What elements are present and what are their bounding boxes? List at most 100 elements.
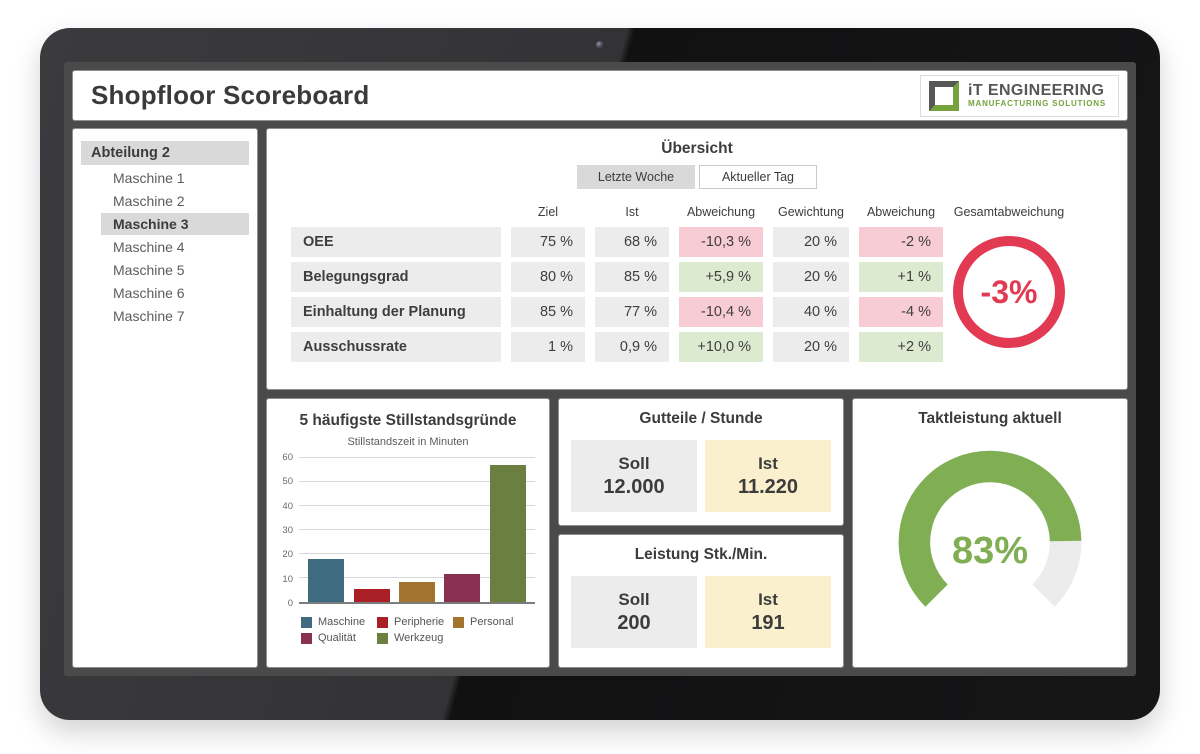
taktleistung-panel: Taktleistung aktuell 83% [852, 398, 1128, 668]
leistung-soll-value: 200 [617, 611, 651, 634]
column-header-abweichung-gewichtet: Abweichung [866, 205, 936, 219]
legend-swatch-icon [377, 632, 388, 644]
camera-icon [596, 41, 604, 49]
sidebar-item-abteilung-2[interactable]: Abteilung 2 [81, 141, 249, 165]
cell-planung-gewichtung: 40 % [773, 297, 849, 327]
overview-panel: Übersicht Letzte Woche Aktueller Tag Zie… [266, 128, 1128, 390]
cell-ausschussrate-gewichtung: 20 % [773, 332, 849, 362]
gutteile-soll-box: Soll 12.000 [571, 440, 697, 512]
column-header-abweichung: Abweichung [686, 205, 756, 219]
gridline [299, 505, 535, 506]
downtime-chart-subtitle: Stillstandszeit in Minuten [347, 436, 469, 448]
cell-planung-abweichung: -10,4 % [679, 297, 763, 327]
cell-belegungsgrad-ist: 85 % [595, 262, 669, 292]
leistung-ist-value: 191 [751, 611, 785, 634]
tab-aktueller-tag[interactable]: Aktueller Tag [699, 165, 817, 189]
kpi-table: Ziel Ist Abweichung Gewichtung Abweichun… [291, 205, 1127, 362]
gridline [299, 481, 535, 482]
tab-letzte-woche[interactable]: Letzte Woche [577, 165, 695, 189]
y-tick-label: 30 [282, 525, 293, 536]
gesamtabweichung-block: Gesamtabweichung -3% [909, 205, 1109, 348]
gutteile-ist-label: Ist [758, 453, 778, 473]
leistung-soll-label: Soll [618, 589, 650, 609]
it-engineering-logo: iT ENGINEERING MANUFACTURING SOLUTIONS [920, 74, 1119, 117]
leistung-soll-box: Soll 200 [571, 576, 697, 648]
gridline [299, 457, 535, 458]
taktleistung-title: Taktleistung aktuell [918, 410, 1062, 427]
gutteile-soll-label: Soll [618, 453, 650, 473]
bar-peripherie [353, 588, 390, 602]
row-label-ausschussrate: Ausschussrate [291, 332, 501, 362]
cell-belegungsgrad-ziel: 80 % [511, 262, 585, 292]
dashboard-screen: Shopfloor Scoreboard iT ENGINEERING MANU… [64, 62, 1136, 676]
cell-planung-abweichung-gewichtet: -4 % [859, 297, 943, 327]
leistung-ist-box: Ist 191 [705, 576, 831, 648]
cell-belegungsgrad-abweichung: +5,9 % [679, 262, 763, 292]
gutteile-panel: Gutteile / Stunde Soll 12.000 Ist 11.220 [558, 398, 844, 526]
y-tick-label: 60 [282, 452, 293, 463]
column-header-empty [291, 219, 501, 222]
legend-item-maschine: Maschine [301, 616, 377, 628]
downtime-chart-legend: Maschine Peripherie Personal Qualität Werkze… [267, 616, 549, 644]
gutteile-title: Gutteile / Stunde [639, 410, 763, 427]
y-tick-label: 0 [287, 598, 293, 609]
y-tick-label: 20 [282, 549, 293, 561]
bar-werkzeug [489, 465, 526, 602]
gridline [299, 529, 535, 530]
leistung-ist-label: Ist [758, 589, 778, 609]
cell-oee-abweichung-gewichtet: -2 % [859, 227, 943, 257]
sidebar-item-maschine-7[interactable]: Maschine 7 [113, 308, 185, 324]
column-header-gewichtung: Gewichtung [777, 205, 844, 219]
legend-swatch-icon [453, 616, 464, 628]
time-range-tabs: Letzte Woche Aktueller Tag [267, 165, 1127, 189]
cell-planung-ist: 77 % [595, 297, 669, 327]
cell-oee-abweichung: -10,3 % [679, 227, 763, 257]
cell-ausschussrate-abweichung: +10,0 % [679, 332, 763, 362]
tablet-frame: Shopfloor Scoreboard iT ENGINEERING MANU… [40, 28, 1160, 720]
gesamtabweichung-indicator: -3% [953, 236, 1065, 348]
downtime-chart-title: 5 häufigste Stillstandsgründe [299, 412, 517, 429]
row-label-oee: OEE [291, 227, 501, 257]
cell-belegungsgrad-gewichtung: 20 % [773, 262, 849, 292]
sidebar-item-maschine-5[interactable]: Maschine 5 [113, 262, 185, 278]
sidebar-item-maschine-2[interactable]: Maschine 2 [113, 193, 185, 209]
sidebar-item-maschine-3[interactable]: Maschine 3 [101, 213, 249, 235]
gesamtabweichung-value: -3% [980, 273, 1038, 310]
legend-item-personal: Personal [453, 616, 529, 628]
column-header-ziel: Ziel [537, 205, 559, 219]
bar-personal [398, 581, 435, 602]
y-tick-label: 10 [282, 573, 293, 585]
header-panel: Shopfloor Scoreboard iT ENGINEERING MANU… [72, 70, 1128, 121]
taktleistung-gauge: 83% [885, 434, 1095, 644]
legend-item-peripherie: Peripherie [377, 616, 453, 628]
gutteile-ist-value: 11.220 [737, 475, 799, 498]
cell-oee-gewichtung: 20 % [773, 227, 849, 257]
cell-ausschussrate-ziel: 1 % [511, 332, 585, 362]
legend-swatch-icon [301, 632, 312, 644]
sidebar-item-maschine-6[interactable]: Maschine 6 [113, 285, 185, 301]
gutteile-soll-value: 12.000 [603, 475, 665, 498]
legend-swatch-icon [377, 616, 388, 628]
downtime-chart-plot [299, 457, 535, 604]
overview-title: Übersicht [661, 140, 733, 157]
page-title: Shopfloor Scoreboard [91, 80, 370, 110]
logo-line2: MANUFACTURING SOLUTIONS [968, 99, 1106, 108]
downtime-chart: 0 10 20 30 40 50 60 [275, 452, 535, 609]
gridline [299, 577, 535, 578]
legend-swatch-icon [301, 616, 312, 628]
gutteile-ist-box: Ist 11.220 [705, 440, 831, 512]
leistung-title: Leistung Stk./Min. [634, 546, 768, 563]
sidebar-item-maschine-4[interactable]: Maschine 4 [113, 239, 185, 255]
cell-belegungsgrad-abweichung-gewichtet: +1 % [859, 262, 943, 292]
cell-oee-ziel: 75 % [511, 227, 585, 257]
logo-square-icon [929, 80, 960, 111]
cell-planung-ziel: 85 % [511, 297, 585, 327]
row-label-belegungsgrad: Belegungsgrad [291, 262, 501, 292]
gesamtabweichung-label: Gesamtabweichung [953, 205, 1065, 219]
cell-oee-ist: 68 % [595, 227, 669, 257]
row-label-einhaltung-der-planung: Einhaltung der Planung [291, 297, 501, 327]
sidebar: Abteilung 2 Maschine 1 Maschine 2 Maschi… [72, 128, 258, 668]
legend-item-qualität: Qualität [301, 632, 377, 644]
sidebar-item-maschine-1[interactable]: Maschine 1 [113, 170, 185, 186]
cell-ausschussrate-abweichung-gewichtet: +2 % [859, 332, 943, 362]
